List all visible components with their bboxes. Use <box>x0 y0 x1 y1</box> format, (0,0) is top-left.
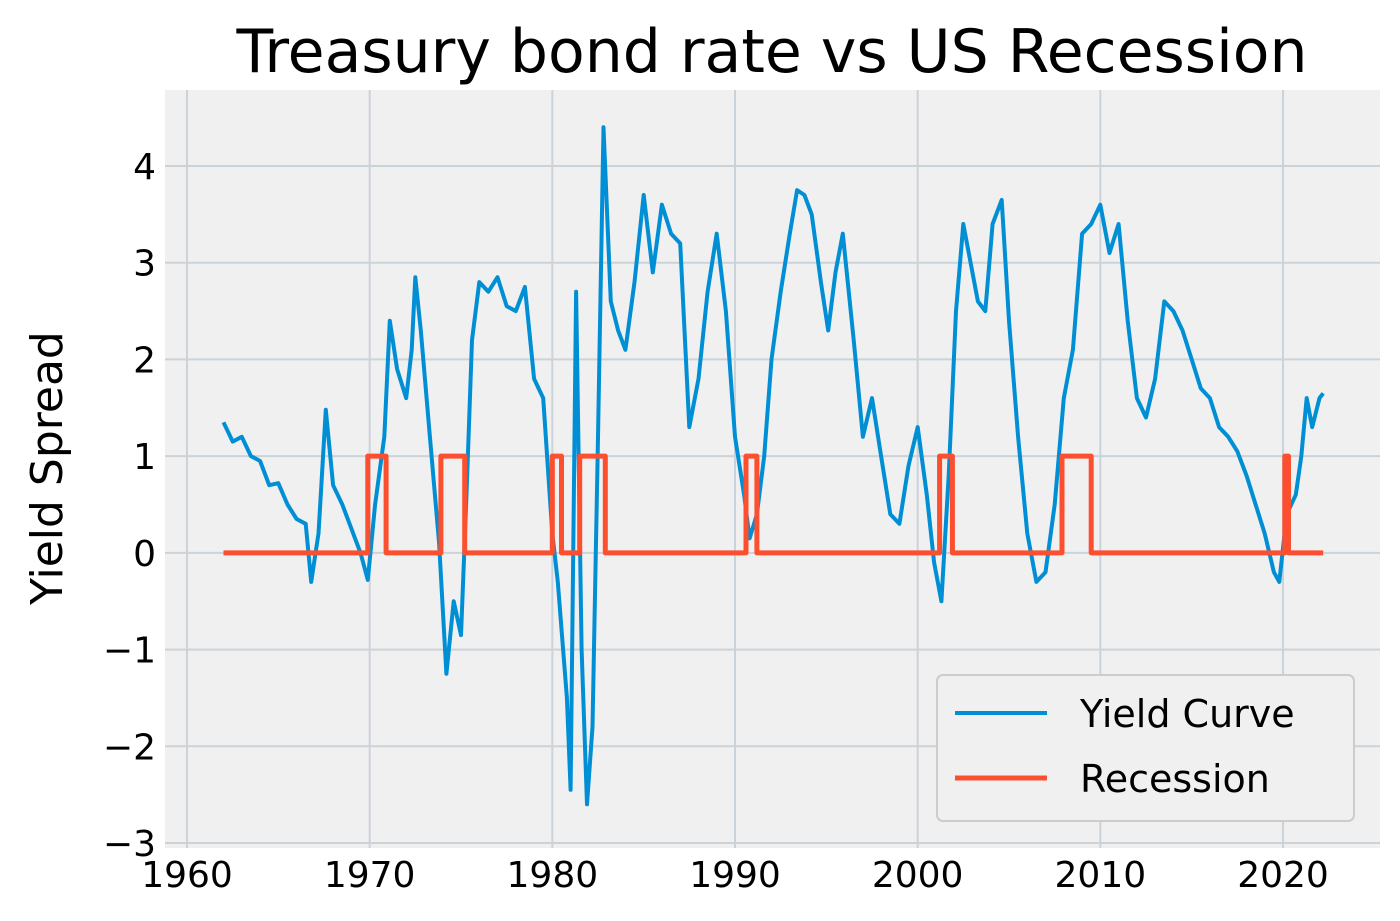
x-tick-label: 1990 <box>689 855 781 896</box>
y-tick-label: 3 <box>133 244 156 285</box>
x-axis-ticks: 1960 1970 1980 1990 2000 2010 2020 <box>141 855 1329 896</box>
x-tick-label: 1970 <box>324 855 416 896</box>
legend-label-yield-curve: Yield Curve <box>1079 692 1295 736</box>
y-tick-label: 0 <box>133 534 156 575</box>
y-axis-label: Yield Spread <box>22 331 73 606</box>
x-tick-label: 2020 <box>1237 855 1329 896</box>
chart-title: Treasury bond rate vs US Recession <box>236 17 1308 87</box>
x-tick-label: 2000 <box>872 855 964 896</box>
y-tick-label: −1 <box>103 631 156 672</box>
legend-label-recession: Recession <box>1080 757 1270 801</box>
y-tick-label: 4 <box>133 147 156 188</box>
series-line-recession <box>223 453 1324 556</box>
y-tick-label: −2 <box>103 727 156 768</box>
x-tick-label: 1980 <box>507 855 599 896</box>
x-tick-label: 1960 <box>141 855 233 896</box>
y-tick-label: 2 <box>133 340 156 381</box>
x-tick-label: 2010 <box>1055 855 1147 896</box>
y-axis-ticks: −3 −2 −1 0 1 2 3 4 <box>103 147 156 865</box>
y-tick-label: −3 <box>103 824 156 865</box>
y-tick-label: 1 <box>133 437 156 478</box>
series-layer <box>221 125 1325 807</box>
legend: Yield Curve Recession <box>936 674 1355 822</box>
